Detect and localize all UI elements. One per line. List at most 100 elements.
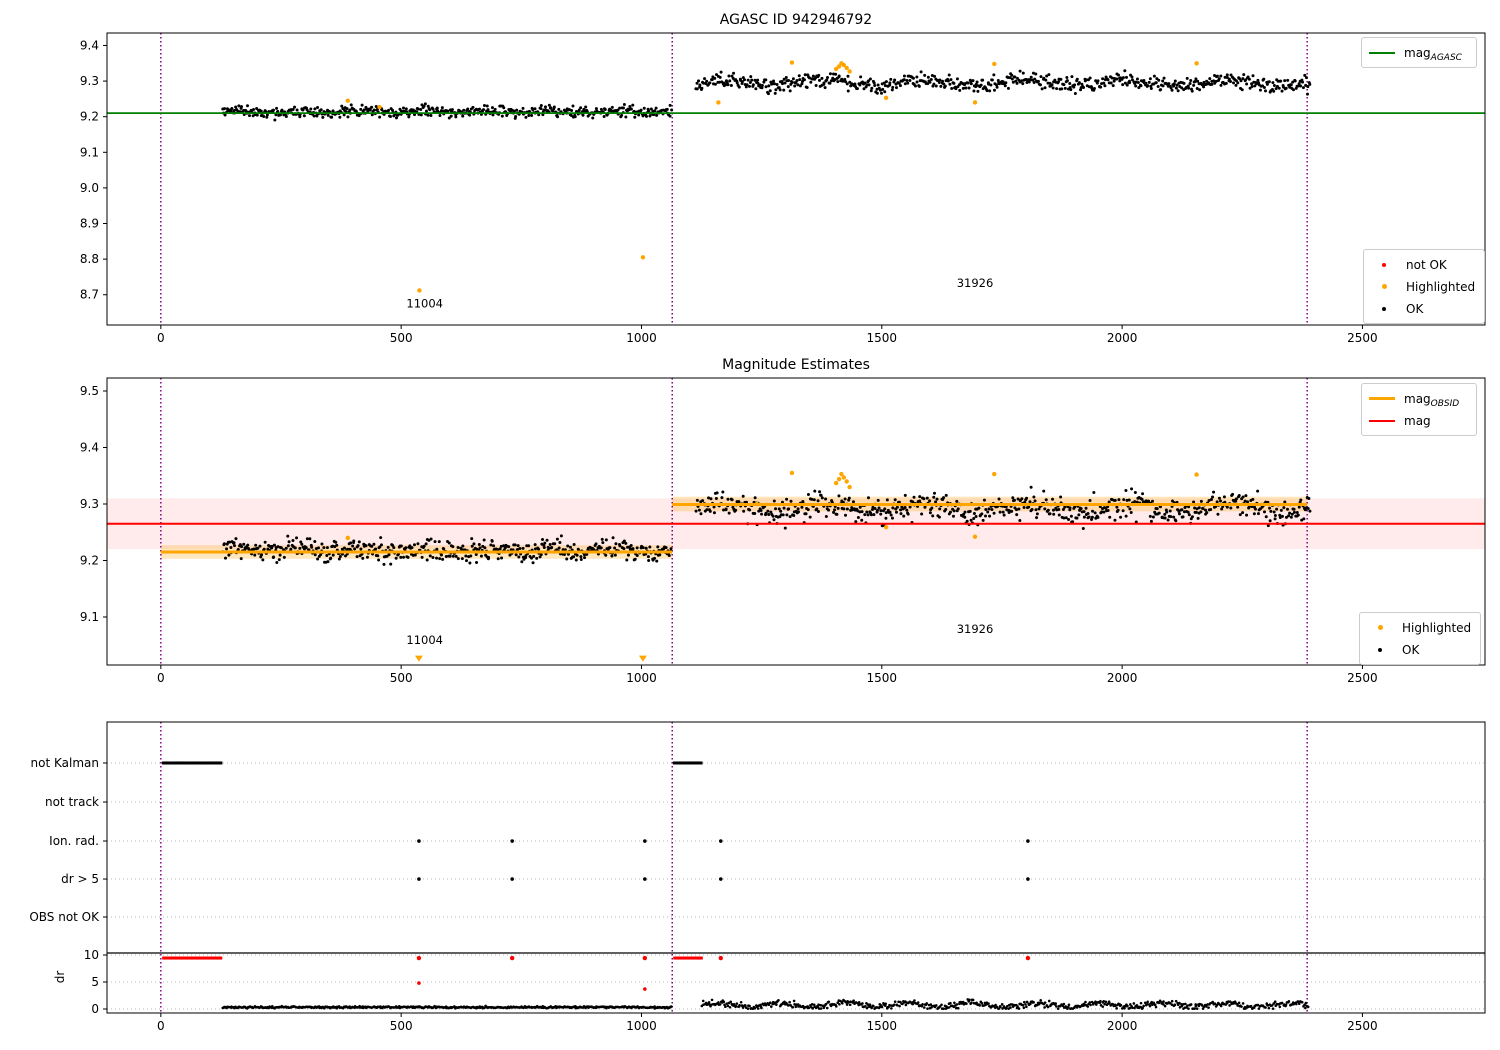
obsid-annotation: 31926: [957, 622, 994, 636]
highlighted: [345, 470, 1199, 541]
label-sub: AGASC: [1430, 52, 1462, 63]
x-tick-label: 2500: [1347, 1019, 1378, 1033]
orange-dot-icon: [1371, 284, 1397, 289]
x-tick-label: 0: [157, 331, 165, 345]
ok-obsid-31926: [694, 69, 1312, 96]
dr-trace-11004: [221, 1004, 673, 1010]
axes-frame: [106, 721, 1486, 1014]
panel-3: 0 500 1000 1500 2000 2500 not Kalman not track I…: [29, 721, 1486, 1033]
not-ok-dr10-singles: [416, 955, 1031, 961]
y-tick-label: 8.9: [80, 217, 99, 231]
y-tick-label: 9.2: [80, 110, 99, 124]
x-tick-label: 2000: [1107, 671, 1138, 685]
x-tick-label: 2500: [1347, 331, 1378, 345]
orange-dot-icon: [1367, 625, 1393, 630]
legend-label-ok: OK: [1402, 642, 1420, 657]
y-tick-label: Ion. rad.: [49, 834, 99, 848]
not-kalman-obsid-11004: [161, 761, 223, 765]
y-tick-label: 9.4: [80, 440, 99, 454]
y-tick-label: dr > 5: [61, 872, 99, 886]
y-tick-label: 8.7: [80, 288, 99, 302]
not-ok-dr-values: [417, 981, 647, 991]
y-tick-label: 9.4: [80, 38, 99, 52]
x-tick-label: 1500: [867, 1019, 898, 1033]
legend-item-highlighted: Highlighted: [1371, 277, 1475, 296]
y-tick-label: 5: [91, 975, 99, 989]
legend-item-ok: OK: [1367, 640, 1471, 659]
y-tick-label: 0: [91, 1002, 99, 1016]
legend-label-mag: mag: [1404, 414, 1431, 428]
label-main: mag: [1404, 391, 1431, 406]
dr-gt5-flags: [417, 877, 1030, 881]
label-main: mag: [1404, 413, 1431, 428]
legend-label-mag-agasc: magAGASC: [1404, 46, 1462, 63]
y-tick-label: 9.0: [80, 181, 99, 195]
y-tick-label: 9.3: [80, 74, 99, 88]
legend-mag-lines: magOBSID mag: [1361, 383, 1477, 436]
obsid-annotation: 11004: [406, 633, 443, 647]
red-line-icon: [1369, 419, 1395, 422]
red-dot-icon: [1371, 262, 1397, 267]
y-tick-label: not track: [45, 795, 99, 809]
x-tick-label: 0: [157, 671, 165, 685]
x-tick-label: 1000: [626, 1019, 657, 1033]
ion-rad-flags: [417, 839, 1030, 843]
not-kalman-obsid-31926: [672, 761, 703, 765]
legend-label-not-ok: not OK: [1406, 257, 1447, 272]
green-line-icon: [1369, 51, 1395, 54]
y-tick-label: 9.1: [80, 610, 99, 624]
x-tick-label: 1000: [626, 331, 657, 345]
legend-item-not-ok: not OK: [1371, 255, 1475, 274]
legend-item-ok: OK: [1371, 299, 1475, 318]
legend-item-mag: mag: [1369, 411, 1467, 430]
legend-item-mag-obsid: magOBSID: [1369, 389, 1467, 409]
x-tick-label: 500: [390, 1019, 413, 1033]
legend-item-highlighted: Highlighted: [1367, 618, 1471, 637]
clipped-low-outliers: [414, 655, 647, 662]
black-dot-icon: [1371, 306, 1397, 311]
legend-label-highlighted: Highlighted: [1406, 279, 1476, 294]
y-tick-label: not Kalman: [31, 756, 99, 770]
axes-frame: [106, 32, 1486, 326]
y-tick-label: 10: [84, 948, 99, 962]
dr-trace-31926: [700, 998, 1310, 1010]
x-tick-label: 1500: [867, 671, 898, 685]
x-tick-label: 0: [157, 1019, 165, 1033]
ok-obsid-11004: [221, 102, 674, 122]
legend-flags-middle: Highlighted OK: [1359, 612, 1482, 665]
y-tick-label: 8.8: [80, 252, 99, 266]
axes-frame: [106, 377, 1486, 666]
panel-2: 0 500 1000 1500 2000 2500 9.1 9.2 9.3 9.4 9.5 11004…: [80, 377, 1486, 685]
x-tick-label: 2000: [1107, 331, 1138, 345]
obsid-annotation: 31926: [957, 276, 994, 290]
legend-label-highlighted: Highlighted: [1402, 620, 1472, 635]
legend-label-mag-obsid: magOBSID: [1404, 391, 1460, 409]
x-tick-label: 500: [390, 671, 413, 685]
label-sub: OBSID: [1430, 398, 1460, 409]
legend-label-ok: OK: [1406, 301, 1424, 316]
panel1-title: AGASC ID 942946792: [719, 12, 873, 28]
y-tick-label: 9.1: [80, 145, 99, 159]
panel2-title: Magnitude Estimates: [722, 357, 870, 373]
x-tick-label: 500: [390, 331, 413, 345]
black-dot-icon: [1367, 647, 1393, 652]
orange-line-icon: [1369, 397, 1395, 400]
x-tick-label: 2500: [1347, 671, 1378, 685]
y-tick-label: 9.3: [80, 497, 99, 511]
y-tick-label: 9.5: [80, 384, 99, 398]
panel3-ylabel-dr: dr: [53, 970, 67, 984]
x-tick-label: 2000: [1107, 1019, 1138, 1033]
x-tick-label: 1000: [626, 671, 657, 685]
panel-1: 0 500 1000 1500 2000 2500 8.7 8.8 8.9 9.0 9.1 9.2 9.…: [80, 32, 1486, 345]
y-tick-label: 9.2: [80, 553, 99, 567]
legend-mag-agasc: magAGASC: [1361, 37, 1477, 68]
not-ok-dr10-obsid-31926: [673, 956, 703, 960]
legend-item-mag-agasc: magAGASC: [1369, 43, 1467, 63]
highlighted: [345, 60, 1199, 293]
legend-flags-top: not OK Highlighted OK: [1363, 249, 1486, 324]
not-ok-dr10-obsid-11004: [162, 956, 223, 960]
obsid-annotation: 11004: [406, 297, 443, 311]
x-tick-label: 1500: [867, 331, 898, 345]
